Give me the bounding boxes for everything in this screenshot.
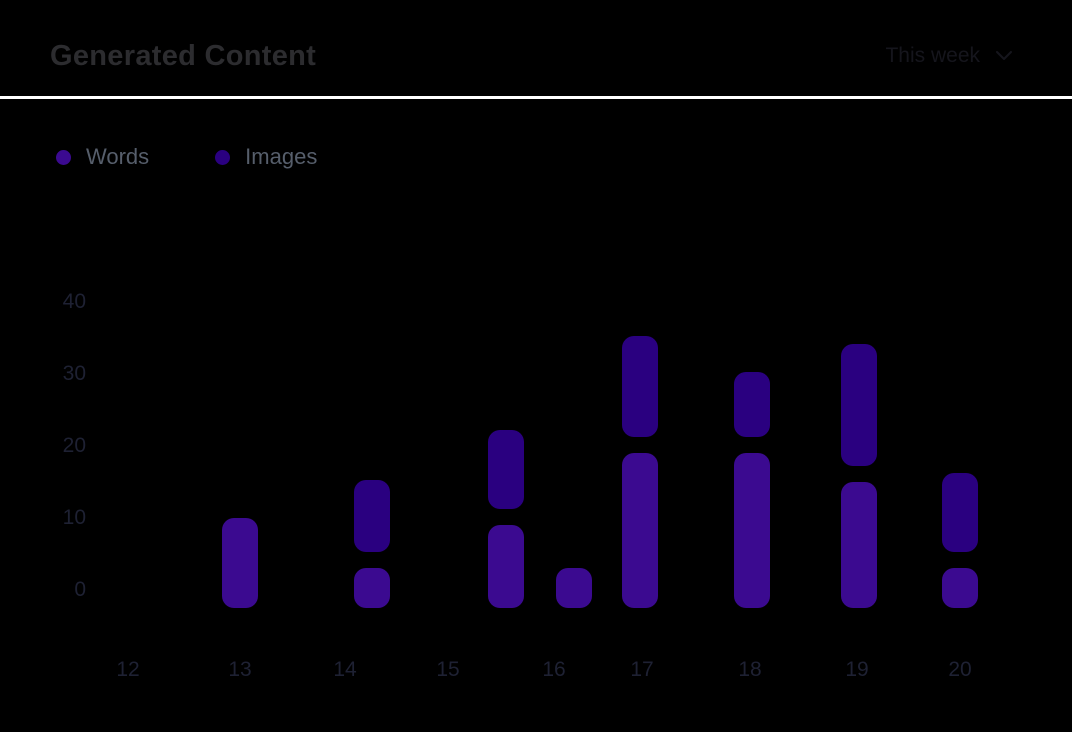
legend-label-words: Words xyxy=(86,144,150,169)
bar-segment-words-17[interactable] xyxy=(622,453,658,608)
card-header: Generated Content This week xyxy=(0,0,1072,96)
time-range-label: This week xyxy=(885,44,980,67)
words-series-dot-icon xyxy=(56,149,71,165)
bar-segment-images-15[interactable] xyxy=(488,430,524,510)
x-tick-label-16: 16 xyxy=(542,658,566,681)
bar-segment-words-19[interactable] xyxy=(841,482,877,608)
y-tick-label-30: 30 xyxy=(62,362,86,385)
header-divider xyxy=(0,96,1072,99)
bar-segment-images-19[interactable] xyxy=(841,343,877,466)
legend-item-words[interactable]: Words xyxy=(56,144,149,170)
x-tick-label-19: 19 xyxy=(845,658,869,681)
bar-segment-words-20[interactable] xyxy=(942,568,978,608)
bar-segment-images-20[interactable] xyxy=(942,473,978,553)
y-tick-label-10: 10 xyxy=(62,506,86,529)
y-tick-label-20: 20 xyxy=(62,434,86,457)
chart-legend: Words Images xyxy=(56,144,317,170)
bar-segment-words-14[interactable] xyxy=(354,568,390,608)
legend-item-images[interactable]: Images xyxy=(215,144,317,170)
bar-segment-words-15[interactable] xyxy=(488,525,524,608)
x-tick-label-17: 17 xyxy=(630,658,654,681)
x-tick-label-12: 12 xyxy=(116,658,140,681)
x-tick-label-18: 18 xyxy=(738,658,762,681)
y-tick-label-0: 0 xyxy=(74,578,86,601)
images-series-dot-icon xyxy=(215,149,231,165)
bar-segment-words-18[interactable] xyxy=(734,453,770,608)
x-tick-label-15: 15 xyxy=(436,658,460,681)
bar-segment-words-13[interactable] xyxy=(222,518,258,608)
x-tick-label-20: 20 xyxy=(948,658,972,681)
y-tick-label-40: 40 xyxy=(62,290,86,313)
bar-segment-images-17[interactable] xyxy=(622,336,658,438)
legend-label-images: Images xyxy=(245,144,318,169)
x-tick-label-14: 14 xyxy=(333,658,357,681)
page-title: Generated Content xyxy=(50,40,317,72)
chevron-down-icon xyxy=(996,51,1012,61)
bar-segment-words-16[interactable] xyxy=(556,568,592,608)
time-range-dropdown[interactable]: This week xyxy=(885,44,1012,68)
x-tick-label-13: 13 xyxy=(228,658,252,681)
bar-segment-images-14[interactable] xyxy=(354,480,390,553)
bar-segment-images-18[interactable] xyxy=(734,372,770,438)
